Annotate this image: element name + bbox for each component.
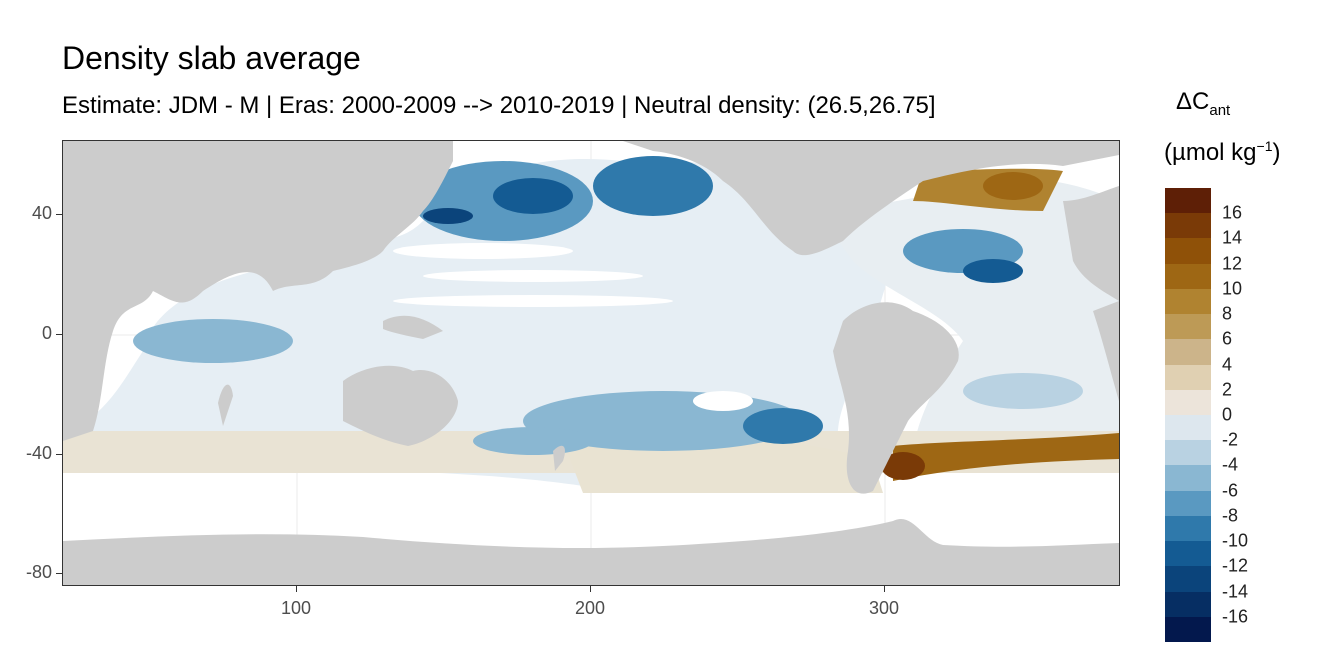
legend-swatch: [1165, 314, 1211, 340]
legend-swatch: [1165, 263, 1211, 290]
patch-drake-core: [881, 452, 925, 480]
patch-indian-ocean: [133, 319, 293, 363]
y-tick-label: 0: [41, 323, 52, 343]
legend-label: 0: [1222, 404, 1233, 425]
patch-north-atlantic-brown-core: [983, 172, 1043, 200]
legend-colorbar: [1165, 188, 1211, 643]
legend-swatch: [1165, 591, 1211, 618]
y-tick-mark: [56, 573, 62, 574]
ocean-band-southern-east: [563, 437, 883, 493]
x-tick-label: 200: [574, 598, 606, 618]
land-new-guinea: [383, 315, 443, 339]
land-greenland: [943, 141, 1063, 159]
chart-title: Density slab average: [62, 40, 361, 76]
legend-label: -16: [1222, 606, 1249, 627]
land-africa-east: [1093, 301, 1119, 401]
legend-swatch: [1165, 188, 1211, 214]
legend-title-sub: ant: [1209, 101, 1231, 119]
legend-swatch: [1165, 566, 1211, 593]
legend-swatch: [1165, 541, 1211, 567]
legend-swatch: [1165, 213, 1211, 239]
patch-tasman: [473, 427, 593, 455]
y-tick-mark: [56, 214, 62, 215]
legend-swatch: [1165, 490, 1211, 517]
legend-label: -10: [1222, 530, 1249, 551]
land-masses: [63, 141, 1119, 585]
legend-label: 10: [1222, 278, 1243, 299]
patch-north-atlantic-core: [963, 259, 1023, 283]
x-tick-mark: [590, 586, 591, 592]
legend-swatch: [1165, 288, 1211, 315]
chart-subtitle: Estimate: JDM - M | Eras: 2000-2009 --> …: [62, 92, 936, 119]
legend-swatch: [1165, 238, 1211, 265]
legend-label: 8: [1222, 303, 1233, 324]
anomaly-patches: [133, 156, 1119, 481]
y-tick-mark: [56, 454, 62, 455]
legend-swatch: [1165, 389, 1211, 416]
legend-label: -4: [1222, 454, 1239, 475]
patch-equatorial-gap-2: [423, 270, 643, 282]
legend-label: 16: [1222, 202, 1243, 223]
patch-south-pacific-gap: [693, 391, 753, 411]
legend-swatch: [1165, 440, 1211, 466]
legend-label: 14: [1222, 227, 1243, 248]
land-madagascar: [218, 384, 233, 426]
map-panel: [62, 140, 1120, 586]
x-tick-mark: [296, 586, 297, 592]
legend-label: 12: [1222, 253, 1243, 274]
legend-label: -14: [1222, 581, 1249, 602]
land-north-america: [623, 141, 1119, 256]
legend-swatch: [1165, 616, 1211, 643]
patch-equatorial-gap-3: [393, 295, 673, 307]
legend-label: 2: [1222, 379, 1233, 400]
patch-north-pacific-east: [593, 156, 713, 216]
y-tick-label: 40: [31, 203, 52, 223]
legend-label: 6: [1222, 328, 1233, 349]
patch-kuroshio: [423, 208, 473, 224]
land-south-america: [833, 302, 959, 494]
land-new-zealand: [553, 445, 565, 471]
land-eurasia-africa: [63, 141, 453, 441]
legend-title: ΔCant: [1176, 88, 1230, 119]
y-tick-mark: [56, 334, 62, 335]
map-canvas: [63, 141, 1119, 585]
legend-label: -2: [1222, 429, 1239, 450]
land-europe-east: [1063, 186, 1119, 301]
legend-title-main: ΔC: [1176, 88, 1210, 115]
land-antarctica: [63, 518, 1119, 585]
patch-south-atlantic: [963, 373, 1083, 409]
legend-swatch: [1165, 465, 1211, 492]
patch-drake-brown: [893, 433, 1119, 481]
legend-swatch: [1165, 364, 1211, 391]
legend-swatch: [1165, 515, 1211, 542]
x-tick-label: 300: [868, 598, 900, 618]
legend-unit-suffix: ): [1272, 139, 1281, 166]
legend-label: -6: [1222, 480, 1239, 501]
y-tick-label: -40: [25, 443, 52, 463]
patch-south-pacific-core: [743, 408, 823, 444]
legend-label: -12: [1222, 555, 1249, 576]
legend-label: -8: [1222, 505, 1239, 526]
legend-label: 4: [1222, 354, 1233, 375]
patch-equatorial-gap-1: [393, 243, 573, 259]
legend-unit-prefix: (µmol kg: [1164, 139, 1257, 166]
legend-swatch: [1165, 339, 1211, 366]
x-tick-mark: [884, 586, 885, 592]
y-tick-label: -80: [25, 562, 52, 582]
legend-unit: (µmol kg−1): [1164, 138, 1280, 167]
x-tick-label: 100: [280, 598, 312, 618]
legend-unit-sup: −1: [1256, 138, 1273, 154]
land-australia: [343, 365, 458, 446]
legend-swatch: [1165, 415, 1211, 441]
patch-north-pacific-core: [493, 178, 573, 214]
